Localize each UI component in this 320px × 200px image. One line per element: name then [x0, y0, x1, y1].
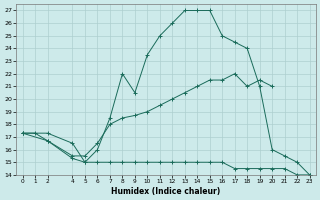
- X-axis label: Humidex (Indice chaleur): Humidex (Indice chaleur): [111, 187, 221, 196]
